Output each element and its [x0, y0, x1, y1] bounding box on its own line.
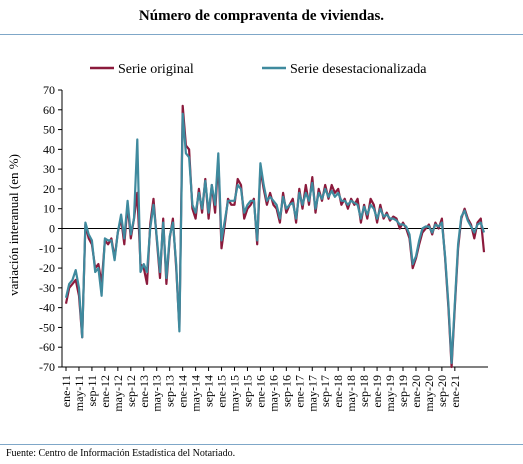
y-tick-label: -10 — [39, 241, 55, 255]
x-tick-label: ene-11 — [59, 375, 73, 407]
y-tick-label: 70 — [43, 83, 55, 97]
x-tick-label: sep-19 — [396, 375, 410, 407]
x-tick-label: ene-20 — [409, 375, 423, 408]
y-tick-label: 0 — [49, 222, 55, 236]
x-tick-label: may-17 — [305, 375, 319, 412]
series-layer — [64, 104, 486, 369]
series-line-original — [64, 104, 486, 369]
y-tick-label: 10 — [43, 202, 55, 216]
x-tick-label: ene-19 — [370, 375, 384, 408]
x-tick-label: ene-17 — [292, 375, 306, 408]
x-tick-label: sep-17 — [318, 375, 332, 407]
bottom-divider — [0, 444, 523, 445]
x-tick-label: sep-18 — [357, 375, 371, 407]
x-tick-label: may-12 — [111, 375, 125, 412]
x-tick-label: sep-14 — [202, 375, 216, 407]
x-tick-label: sep-11 — [85, 375, 99, 407]
y-tick-label: 40 — [43, 142, 55, 156]
chart-title: Número de compraventa de viviendas. — [138, 8, 385, 24]
series-line-deseasonalized — [64, 112, 486, 365]
y-tick-label: -40 — [39, 301, 55, 315]
x-tick-label: may-16 — [266, 375, 280, 412]
y-axis-label: variación interanual (en %) — [6, 154, 21, 296]
legend-label-2: Serie desestacionalizada — [290, 62, 427, 77]
x-tick-label: sep-20 — [435, 375, 449, 407]
y-tick-label: -50 — [39, 320, 55, 334]
legend: Serie original Serie desestacionalizada — [90, 62, 427, 77]
y-tick-label: -60 — [39, 340, 55, 354]
x-tick-label: sep-15 — [240, 375, 254, 407]
x-tick-label: sep-16 — [279, 375, 293, 407]
x-tick-label: may-13 — [150, 375, 164, 412]
y-tick-label: -20 — [39, 261, 55, 275]
y-tick-label: 50 — [43, 123, 55, 137]
source-note: Fuente: Centro de Información Estadístic… — [6, 448, 236, 459]
x-axis: ene-11may-11sep-11ene-12may-12sep-12ene-… — [59, 366, 488, 412]
y-tick-label: 20 — [43, 182, 55, 196]
x-tick-label: ene-21 — [448, 375, 462, 408]
y-tick-label: -70 — [39, 360, 55, 374]
x-tick-label: ene-16 — [253, 375, 267, 408]
y-tick-label: -30 — [39, 281, 55, 295]
x-tick-label: may-14 — [189, 375, 203, 412]
top-divider — [0, 34, 523, 35]
x-tick-label: ene-18 — [331, 375, 345, 408]
y-tick-label: 60 — [43, 103, 55, 117]
x-tick-label: sep-13 — [163, 375, 177, 407]
x-tick-label: may-15 — [227, 375, 241, 412]
y-axis: 70 60 50 40 30 20 10 0 -10 -20 -30 -40 -50 -60 -70 — [39, 83, 63, 374]
x-tick-label: may-11 — [72, 375, 86, 411]
legend-label-1: Serie original — [118, 62, 194, 77]
x-tick-label: ene-12 — [98, 375, 112, 408]
line-chart: Serie original Serie desestacionalizada v… — [6, 62, 488, 412]
x-tick-label: may-19 — [383, 375, 397, 412]
x-tick-label: sep-12 — [124, 375, 138, 407]
x-tick-label: may-20 — [422, 375, 436, 412]
x-tick-label: ene-14 — [176, 375, 190, 408]
x-tick-label: may-18 — [344, 375, 358, 412]
x-tick-label: ene-15 — [215, 375, 229, 408]
y-tick-label: 30 — [43, 162, 55, 176]
x-tick-label: ene-13 — [137, 375, 151, 408]
